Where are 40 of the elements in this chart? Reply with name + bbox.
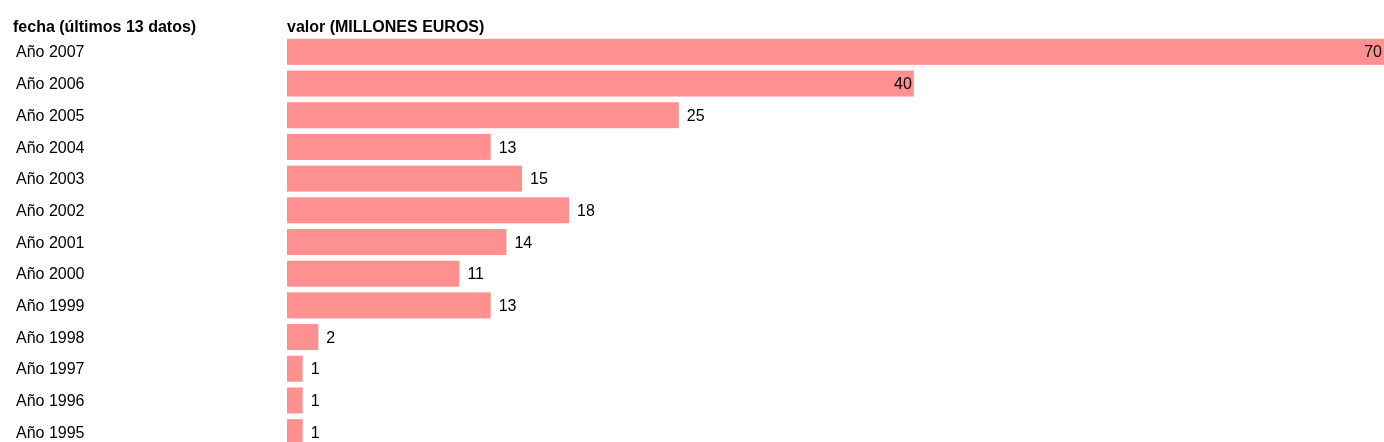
data-label: 1 — [310, 423, 320, 441]
bar — [287, 102, 679, 129]
y-tick-label: Año 2005 — [16, 106, 85, 124]
bar — [287, 292, 491, 319]
data-label: 25 — [686, 106, 705, 124]
bar — [287, 38, 1384, 65]
y-tick-label: Año 1999 — [16, 296, 85, 314]
bar — [287, 70, 914, 97]
y-tick-label: Año 1996 — [16, 392, 85, 410]
bar — [287, 387, 303, 414]
bar — [287, 165, 523, 192]
y-tick-label: Año 2004 — [16, 138, 85, 156]
bar — [287, 229, 507, 255]
data-label: 15 — [530, 170, 548, 188]
data-label: 18 — [577, 201, 595, 219]
y-tick-label: Año 2001 — [16, 233, 85, 251]
y-tick-label: Año 1995 — [16, 423, 85, 441]
y-tick-label: Año 2002 — [16, 201, 85, 219]
data-label: 13 — [498, 296, 517, 314]
bar — [287, 324, 319, 351]
bar — [287, 197, 570, 224]
data-label: 2 — [326, 328, 336, 346]
data-label: 70 — [1364, 43, 1383, 61]
y-axis-title: fecha (últimos 13 datos) — [13, 18, 197, 35]
bar — [287, 260, 460, 287]
y-tick-label: Año 2003 — [16, 170, 85, 188]
y-tick-label: Año 2000 — [16, 265, 85, 283]
data-label: 1 — [310, 360, 320, 378]
bar — [287, 355, 303, 382]
y-tick-label: Año 2006 — [16, 75, 85, 93]
bar — [287, 133, 491, 160]
data-label: 14 — [514, 233, 533, 251]
data-label: 40 — [894, 75, 912, 93]
y-tick-label: Año 1997 — [16, 360, 85, 378]
data-label: 11 — [467, 265, 485, 283]
data-label: 13 — [498, 138, 517, 156]
y-tick-label: Año 1998 — [16, 328, 85, 346]
y-tick-label: Año 2007 — [16, 43, 85, 61]
data-label: 1 — [310, 392, 320, 410]
x-axis-title: valor (MILLONES EUROS) — [287, 18, 485, 35]
